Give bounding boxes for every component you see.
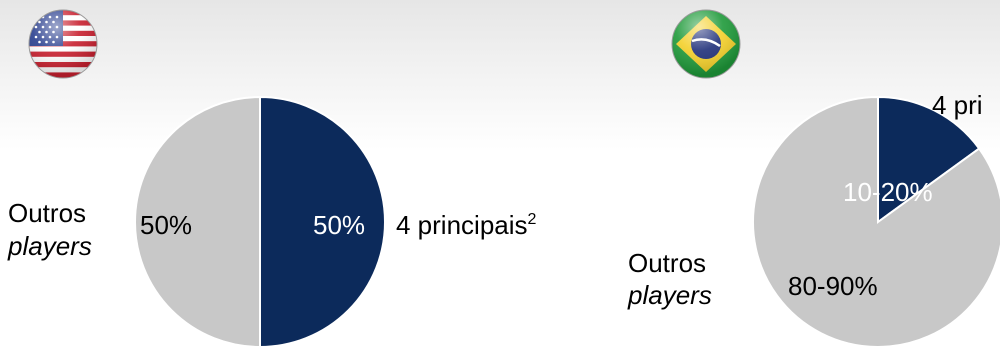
brazil-others-slice [752,95,1000,347]
brazil-others-label-line2: players [627,280,712,310]
brazil-others-label-line1: Outros [628,248,706,278]
us-others-label-line1: Outros [8,198,86,228]
us-major-value-label: 50% [313,210,365,240]
brazil-flag-icon [671,9,741,79]
us-major-category-label: 4 principais2 [396,210,537,240]
us-major-slice [259,95,386,347]
brazil-others-value-label: 80-90% [788,271,878,301]
brazil-major-value-label: 10-20% [843,177,933,207]
us-pie-chart [134,95,386,347]
us-flag-icon [28,9,98,79]
brazil-major-category-label: 4 pri [932,90,983,120]
brazil-pie-chart [752,95,1000,347]
us-others-label-line2: players [7,231,92,261]
us-others-slice [134,95,261,347]
brazil-major-slice [877,95,981,224]
us-others-value-label: 50% [140,210,192,240]
